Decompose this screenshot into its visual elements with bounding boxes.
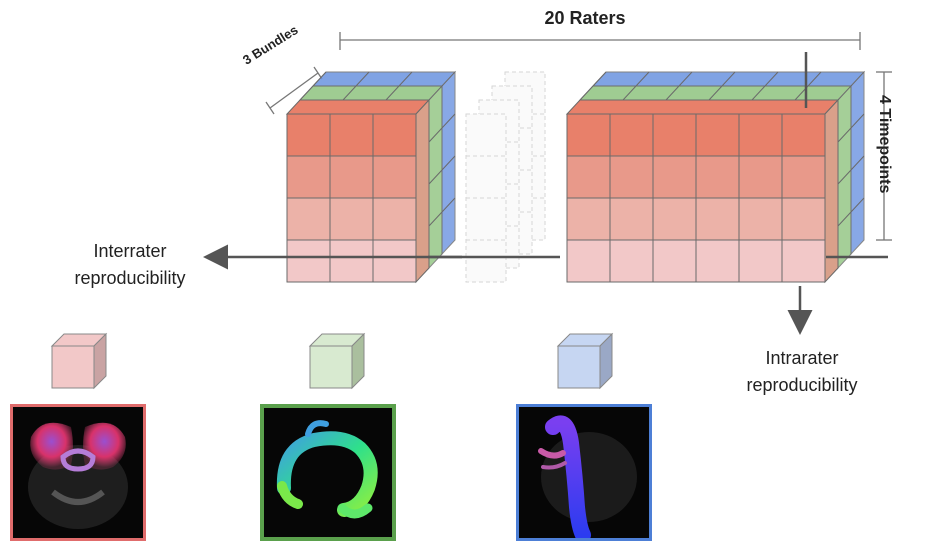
cell bbox=[652, 113, 697, 157]
intrarater-label: Intrarater reproducibility bbox=[722, 345, 882, 399]
cell bbox=[695, 197, 740, 241]
green-bundle-tractography-image bbox=[260, 404, 396, 541]
cell bbox=[609, 239, 654, 283]
cell bbox=[286, 197, 331, 241]
cell bbox=[329, 113, 374, 157]
intrarater-label-line2: reproducibility bbox=[746, 375, 858, 395]
cell bbox=[286, 155, 331, 199]
cell bbox=[695, 155, 740, 199]
cell bbox=[566, 239, 611, 283]
blue-layer-top bbox=[311, 71, 457, 87]
interrater-label-line1: Interrater bbox=[93, 241, 167, 261]
cell bbox=[286, 113, 331, 157]
cell bbox=[781, 239, 826, 283]
red-legend-cube bbox=[50, 332, 108, 390]
interrater-label-line2: reproducibility bbox=[74, 268, 186, 288]
blue-bundle-tractography-image bbox=[516, 404, 652, 541]
cell bbox=[781, 113, 826, 157]
green-layer-top bbox=[298, 85, 444, 101]
cell bbox=[372, 239, 417, 283]
cell bbox=[566, 197, 611, 241]
red-layer-top bbox=[285, 99, 431, 115]
cell bbox=[372, 197, 417, 241]
blue-legend-cube bbox=[556, 332, 614, 390]
cell bbox=[652, 197, 697, 241]
cell bbox=[652, 155, 697, 199]
cell bbox=[652, 239, 697, 283]
bundles-bracket bbox=[265, 66, 323, 115]
raters-bracket bbox=[339, 32, 861, 50]
cell bbox=[286, 239, 331, 283]
bundle-legend-cubes bbox=[50, 332, 614, 390]
cell bbox=[738, 197, 783, 241]
cell bbox=[609, 155, 654, 199]
cell bbox=[566, 155, 611, 199]
red-bundle-tractography-image bbox=[10, 404, 146, 541]
cell bbox=[372, 113, 417, 157]
cell bbox=[738, 155, 783, 199]
timepoints-label: 4 Timepoints bbox=[876, 95, 893, 194]
cell bbox=[781, 155, 826, 199]
cell bbox=[695, 113, 740, 157]
cell bbox=[609, 113, 654, 157]
red-layer-side bbox=[415, 98, 430, 284]
cell bbox=[566, 113, 611, 157]
raters-label: 20 Raters bbox=[544, 8, 626, 28]
interrater-label: Interrater reproducibility bbox=[50, 238, 210, 292]
right-cube-block bbox=[565, 70, 866, 284]
cell bbox=[329, 239, 374, 283]
red-layer-top bbox=[565, 99, 840, 115]
left-cube-block bbox=[285, 70, 457, 284]
cell bbox=[738, 239, 783, 283]
intrarater-label-line1: Intrarater bbox=[765, 348, 839, 368]
cell bbox=[695, 239, 740, 283]
cell bbox=[329, 197, 374, 241]
cell bbox=[781, 197, 826, 241]
ghost-cube-block bbox=[465, 71, 546, 283]
cell bbox=[372, 155, 417, 199]
cell bbox=[329, 155, 374, 199]
cell bbox=[738, 113, 783, 157]
cell bbox=[609, 197, 654, 241]
green-legend-cube bbox=[308, 332, 366, 390]
red-layer-side bbox=[824, 98, 839, 284]
timepoints-bracket bbox=[876, 71, 892, 241]
